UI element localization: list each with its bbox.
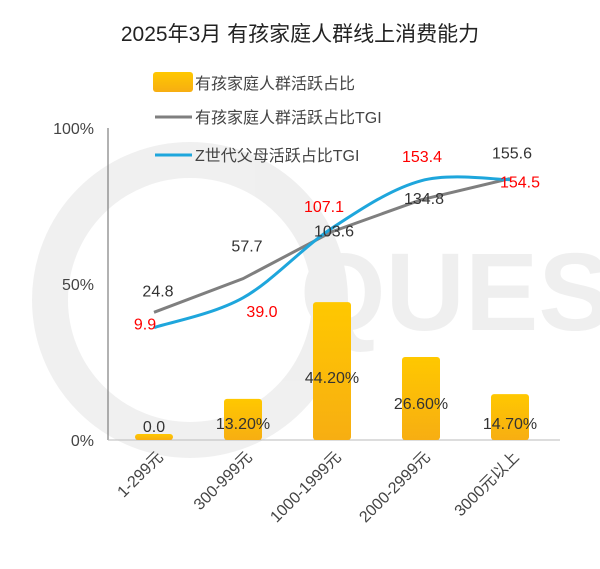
gray-line-data-label: 155.6 bbox=[492, 146, 532, 163]
x-tick-label: 3000元以上 bbox=[451, 448, 523, 520]
bar-data-label: 26.60% bbox=[394, 396, 448, 413]
gray-line-data-label: 103.6 bbox=[314, 224, 354, 241]
legend: 有孩家庭人群活跃占比 有孩家庭人群活跃占比TGI Z世代父母活跃占比TGI bbox=[153, 72, 382, 165]
blue-line-data-label: 9.9 bbox=[134, 317, 156, 334]
bar bbox=[135, 434, 173, 440]
y-tick-label: 100% bbox=[53, 121, 94, 138]
legend-label-blue-line: Z世代父母活跃占比TGI bbox=[195, 147, 359, 165]
gray-line-data-label: 57.7 bbox=[231, 239, 262, 256]
bar-data-label: 0.0 bbox=[143, 419, 165, 436]
bar bbox=[491, 394, 529, 440]
x-tick-label: 300-999元 bbox=[191, 449, 256, 514]
bar-data-label: 13.20% bbox=[216, 416, 270, 433]
gray-line-data-label: 24.8 bbox=[142, 283, 173, 300]
blue-line-data-label: 39.0 bbox=[246, 304, 277, 321]
series-line-blue bbox=[153, 175, 511, 330]
x-tick-label: 1000-1999元 bbox=[267, 449, 344, 526]
x-tick-label: 2000-2999元 bbox=[356, 449, 433, 526]
legend-label-gray-line: 有孩家庭人群活跃占比TGI bbox=[195, 109, 382, 127]
x-tick-label: 1-299元 bbox=[115, 449, 167, 501]
bar bbox=[313, 302, 351, 440]
legend-swatch-bar bbox=[153, 72, 193, 92]
blue-line-data-label: 153.4 bbox=[402, 149, 442, 166]
bar-data-label: 14.70% bbox=[483, 416, 537, 433]
y-tick-label: 0% bbox=[71, 433, 94, 450]
legend-label-bar: 有孩家庭人群活跃占比 bbox=[195, 75, 355, 93]
gray-line-data-label: 134.8 bbox=[404, 191, 444, 208]
bar-data-label: 44.20% bbox=[305, 370, 359, 387]
y-tick-label: 50% bbox=[62, 277, 94, 294]
blue-line-data-label: 154.5 bbox=[500, 175, 540, 192]
bar bbox=[224, 398, 262, 440]
blue-line-data-label: 107.1 bbox=[304, 199, 344, 216]
chart-title: 2025年3月 有孩家庭人群线上消费能力 bbox=[121, 23, 479, 46]
series-line-gray bbox=[153, 177, 511, 314]
bar bbox=[402, 357, 440, 440]
